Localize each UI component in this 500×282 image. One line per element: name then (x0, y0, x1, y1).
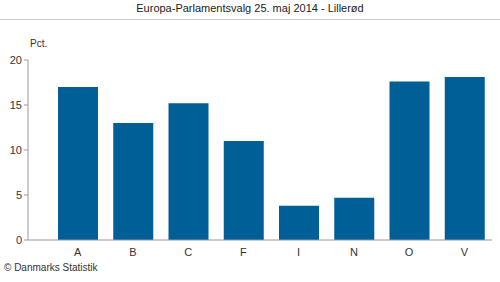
html-text:Europa-Parlamentsvalg 25. maj: Europa-Parlamentsvalg 25. maj 2014 - Lil… (136, 2, 364, 14)
svg-text:O: O (405, 246, 414, 258)
svg-text:B: B (129, 246, 136, 258)
svg-text:5: 5 (16, 189, 22, 201)
svg-text:0: 0 (16, 234, 22, 246)
svg-text:V: V (461, 246, 469, 258)
svg-text:F: F (240, 246, 247, 258)
svg-text:15: 15 (10, 99, 22, 111)
svg-text:10: 10 (10, 144, 22, 156)
svg-text:C: C (184, 246, 192, 258)
svg-text:20: 20 (10, 54, 22, 66)
html-text:© Danmarks Statistik: © Danmarks Statistik (4, 262, 98, 273)
html-text:Pct.: Pct. (30, 38, 48, 49)
svg-text:N: N (350, 246, 358, 258)
svg-text:A: A (74, 246, 82, 258)
svg-text:I: I (297, 246, 300, 258)
